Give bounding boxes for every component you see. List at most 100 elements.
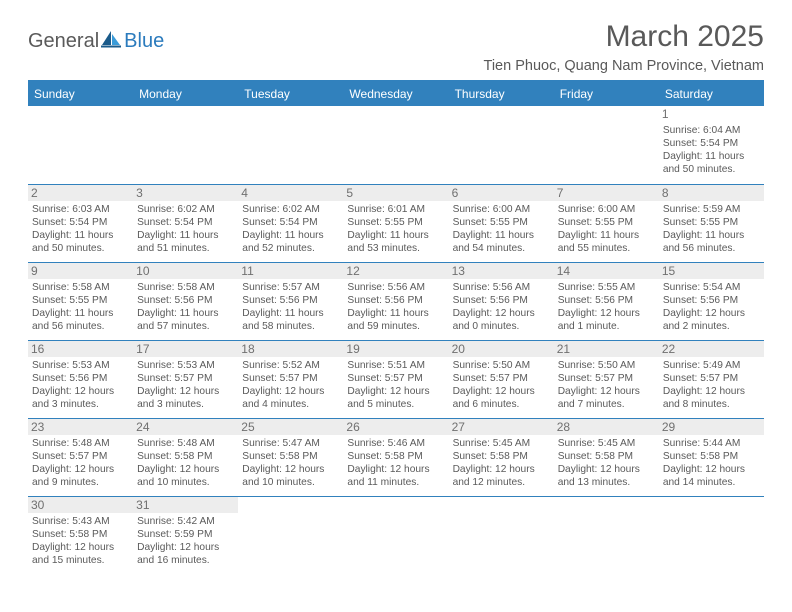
day-info: Sunrise: 5:50 AMSunset: 5:57 PMDaylight:… xyxy=(453,359,550,411)
day-cell: 21Sunrise: 5:50 AMSunset: 5:57 PMDayligh… xyxy=(554,340,659,418)
day-cell: 16 Sunrise: 5:53 AMSunset: 5:56 PMDayligh… xyxy=(28,340,133,418)
day-number: 30 xyxy=(28,497,133,513)
day-info: Sunrise: 5:50 AMSunset: 5:57 PMDaylight:… xyxy=(558,359,655,411)
day-header-tuesday: Tuesday xyxy=(238,81,343,106)
day-info: Sunrise: 5:45 AMSunset: 5:58 PMDaylight:… xyxy=(558,437,655,489)
day-info: Sunrise: 5:53 AMSunset: 5:57 PMDaylight:… xyxy=(137,359,234,411)
day-header-wednesday: Wednesday xyxy=(343,81,448,106)
header: General Blue March 2025 Tien Phuoc, Quan… xyxy=(28,20,764,74)
week-row: 23Sunrise: 5:48 AMSunset: 5:57 PMDayligh… xyxy=(28,418,764,496)
day-number: 4 xyxy=(238,185,343,201)
empty-cell xyxy=(28,106,133,184)
day-info: Sunrise: 5:45 AMSunset: 5:58 PMDaylight:… xyxy=(453,437,550,489)
day-cell: 17Sunrise: 5:53 AMSunset: 5:57 PMDayligh… xyxy=(133,340,238,418)
week-row: 30 Sunrise: 5:43 AMSunset: 5:58 PMDayligh… xyxy=(28,496,764,574)
day-header-row: SundayMondayTuesdayWednesdayThursdayFrid… xyxy=(28,81,764,106)
day-cell: 5 Sunrise: 6:01 AMSunset: 5:55 PMDaylight… xyxy=(343,184,448,262)
day-header-thursday: Thursday xyxy=(449,81,554,106)
day-cell: 20Sunrise: 5:50 AMSunset: 5:57 PMDayligh… xyxy=(449,340,554,418)
day-number: 11 xyxy=(238,263,343,279)
day-number: 15 xyxy=(659,263,764,279)
day-number: 25 xyxy=(238,419,343,435)
day-info: Sunrise: 5:56 AMSunset: 5:56 PMDaylight:… xyxy=(453,281,550,333)
empty-cell xyxy=(343,496,448,574)
day-number: 13 xyxy=(449,263,554,279)
day-cell: 25 Sunrise: 5:47 AMSunset: 5:58 PMDayligh… xyxy=(238,418,343,496)
logo-text-general: General xyxy=(28,30,99,53)
empty-cell xyxy=(554,496,659,574)
day-number: 29 xyxy=(659,419,764,435)
day-cell: 24 Sunrise: 5:48 AMSunset: 5:58 PMDayligh… xyxy=(133,418,238,496)
empty-cell xyxy=(449,106,554,184)
day-info: Sunrise: 6:03 AMSunset: 5:54 PMDaylight:… xyxy=(32,203,129,255)
day-number: 5 xyxy=(343,185,448,201)
day-number: 7 xyxy=(554,185,659,201)
day-number: 27 xyxy=(449,419,554,435)
day-header-friday: Friday xyxy=(554,81,659,106)
empty-cell xyxy=(659,496,764,574)
day-info: Sunrise: 5:49 AMSunset: 5:57 PMDaylight:… xyxy=(663,359,760,411)
day-info: Sunrise: 5:42 AMSunset: 5:59 PMDaylight:… xyxy=(137,515,234,567)
day-number: 31 xyxy=(133,497,238,513)
day-info: Sunrise: 6:00 AMSunset: 5:55 PMDaylight:… xyxy=(558,203,655,255)
day-cell: 31 Sunrise: 5:42 AMSunset: 5:59 PMDayligh… xyxy=(133,496,238,574)
day-cell: 6Sunrise: 6:00 AMSunset: 5:55 PMDaylight… xyxy=(449,184,554,262)
day-number: 24 xyxy=(133,419,238,435)
day-cell: 12 Sunrise: 5:56 AMSunset: 5:56 PMDayligh… xyxy=(343,262,448,340)
day-cell: 11 Sunrise: 5:57 AMSunset: 5:56 PMDayligh… xyxy=(238,262,343,340)
day-header-monday: Monday xyxy=(133,81,238,106)
month-title: March 2025 xyxy=(484,20,764,54)
day-info: Sunrise: 5:51 AMSunset: 5:57 PMDaylight:… xyxy=(347,359,444,411)
empty-cell xyxy=(449,496,554,574)
day-number: 9 xyxy=(28,263,133,279)
day-header-sunday: Sunday xyxy=(28,81,133,106)
day-number: 22 xyxy=(659,341,764,357)
day-info: Sunrise: 6:02 AMSunset: 5:54 PMDaylight:… xyxy=(242,203,339,255)
day-cell: 8 Sunrise: 5:59 AMSunset: 5:55 PMDaylight… xyxy=(659,184,764,262)
day-number: 16 xyxy=(28,341,133,357)
day-info: Sunrise: 5:52 AMSunset: 5:57 PMDaylight:… xyxy=(242,359,339,411)
day-info: Sunrise: 5:47 AMSunset: 5:58 PMDaylight:… xyxy=(242,437,339,489)
day-number: 6 xyxy=(449,185,554,201)
day-number: 12 xyxy=(343,263,448,279)
day-number: 2 xyxy=(28,185,133,201)
day-info: Sunrise: 6:01 AMSunset: 5:55 PMDaylight:… xyxy=(347,203,444,255)
empty-cell xyxy=(343,106,448,184)
day-info: Sunrise: 5:44 AMSunset: 5:58 PMDaylight:… xyxy=(663,437,760,489)
day-cell: 28Sunrise: 5:45 AMSunset: 5:58 PMDayligh… xyxy=(554,418,659,496)
day-cell: 9Sunrise: 5:58 AMSunset: 5:55 PMDaylight… xyxy=(28,262,133,340)
day-cell: 3 Sunrise: 6:02 AMSunset: 5:54 PMDaylight… xyxy=(133,184,238,262)
day-info: Sunrise: 5:53 AMSunset: 5:56 PMDaylight:… xyxy=(32,359,129,411)
week-row: 2 Sunrise: 6:03 AMSunset: 5:54 PMDaylight… xyxy=(28,184,764,262)
day-info: Sunrise: 5:58 AMSunset: 5:56 PMDaylight:… xyxy=(137,281,234,333)
day-info: Sunrise: 5:56 AMSunset: 5:56 PMDaylight:… xyxy=(347,281,444,333)
day-info: Sunrise: 6:04 AMSunset: 5:54 PMDaylight:… xyxy=(663,124,760,176)
day-header-saturday: Saturday xyxy=(659,81,764,106)
empty-cell xyxy=(133,106,238,184)
week-row: 1 Sunrise: 6:04 AMSunset: 5:54 PMDaylight… xyxy=(28,106,764,184)
day-info: Sunrise: 5:48 AMSunset: 5:58 PMDaylight:… xyxy=(137,437,234,489)
day-info: Sunrise: 5:54 AMSunset: 5:56 PMDaylight:… xyxy=(663,281,760,333)
day-number: 8 xyxy=(659,185,764,201)
day-number: 1 xyxy=(659,106,764,122)
title-block: March 2025 Tien Phuoc, Quang Nam Provinc… xyxy=(484,20,764,74)
day-number: 19 xyxy=(343,341,448,357)
day-cell: 18 Sunrise: 5:52 AMSunset: 5:57 PMDayligh… xyxy=(238,340,343,418)
day-cell: 4 Sunrise: 6:02 AMSunset: 5:54 PMDaylight… xyxy=(238,184,343,262)
day-info: Sunrise: 5:48 AMSunset: 5:57 PMDaylight:… xyxy=(32,437,129,489)
day-cell: 19 Sunrise: 5:51 AMSunset: 5:57 PMDayligh… xyxy=(343,340,448,418)
empty-cell xyxy=(554,106,659,184)
day-cell: 15 Sunrise: 5:54 AMSunset: 5:56 PMDayligh… xyxy=(659,262,764,340)
day-info: Sunrise: 5:57 AMSunset: 5:56 PMDaylight:… xyxy=(242,281,339,333)
day-number: 14 xyxy=(554,263,659,279)
logo-text-blue: Blue xyxy=(124,30,164,53)
day-info: Sunrise: 5:43 AMSunset: 5:58 PMDaylight:… xyxy=(32,515,129,567)
day-number: 3 xyxy=(133,185,238,201)
day-number: 18 xyxy=(238,341,343,357)
week-row: 9Sunrise: 5:58 AMSunset: 5:55 PMDaylight… xyxy=(28,262,764,340)
empty-cell xyxy=(238,106,343,184)
logo-sail-icon xyxy=(101,30,123,53)
day-cell: 30 Sunrise: 5:43 AMSunset: 5:58 PMDayligh… xyxy=(28,496,133,574)
day-info: Sunrise: 6:02 AMSunset: 5:54 PMDaylight:… xyxy=(137,203,234,255)
day-info: Sunrise: 5:59 AMSunset: 5:55 PMDaylight:… xyxy=(663,203,760,255)
